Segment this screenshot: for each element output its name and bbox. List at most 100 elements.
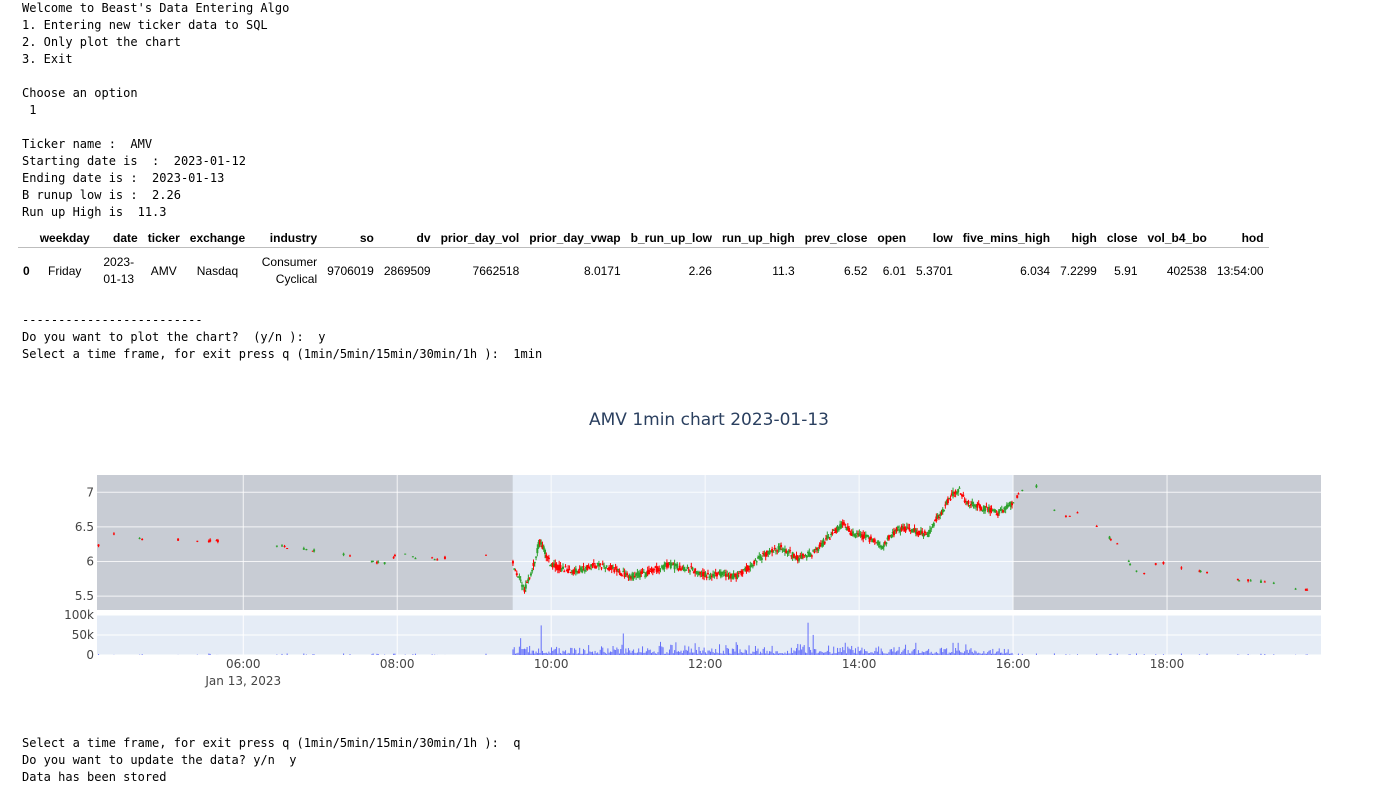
price-tick-label: 6: [86, 555, 94, 569]
candle-body: [556, 566, 559, 571]
candle-body: [617, 569, 620, 571]
candle-body: [959, 493, 962, 495]
candle-body: [736, 574, 739, 578]
candle-body: [987, 507, 990, 512]
candle-body: [583, 569, 586, 572]
candle-body: [851, 531, 854, 534]
candle-body: [816, 547, 819, 551]
candle-body: [836, 525, 839, 531]
candle-body: [977, 503, 980, 505]
candle-body: [313, 549, 316, 552]
candle-body: [522, 585, 525, 587]
table-cell: 2869509: [383, 263, 431, 278]
candle-body: [944, 504, 947, 506]
candlestick-chart[interactable]: AMV 1min chart 2023-01-13 06:00 08:00 10:0…: [0, 395, 1387, 695]
candle-body: [755, 561, 758, 563]
candle-body: [896, 526, 899, 529]
candle-body: [984, 506, 987, 512]
candle-body: [948, 497, 951, 499]
candle-body: [663, 564, 666, 569]
candle-body: [1007, 504, 1010, 507]
candle-body: [845, 527, 848, 531]
candle-body: [940, 512, 943, 515]
console-line: B runup low is : 2.26: [22, 188, 181, 202]
candle-body: [689, 570, 692, 572]
candle-body: [982, 505, 985, 511]
candle-body: [601, 563, 604, 565]
candle-body: [934, 519, 937, 521]
candle-body: [745, 567, 748, 572]
candle-body: [841, 522, 844, 525]
candle-body: [954, 490, 957, 494]
candle-body: [953, 491, 956, 494]
candle-body: [859, 533, 862, 537]
candle-body: [1068, 515, 1071, 517]
candle-body: [708, 576, 711, 578]
candle-body: [844, 524, 847, 526]
candle-body: [647, 569, 650, 575]
candle-body: [980, 507, 983, 511]
candle-body: [867, 536, 870, 538]
candle-body: [1154, 563, 1157, 565]
candle-body: [654, 566, 657, 568]
candle-body: [518, 576, 521, 578]
console-output-bottom: Select a time frame, for exit press q (1…: [22, 735, 521, 786]
candle-body: [765, 550, 768, 556]
table-cell: 6.01: [882, 263, 907, 278]
candle-body: [1009, 501, 1012, 507]
candle-body: [835, 528, 838, 533]
candle-body: [1198, 570, 1201, 572]
candle-body: [588, 568, 591, 570]
candle-body: [726, 574, 729, 576]
candle-body: [606, 567, 609, 570]
candle-body: [646, 570, 649, 575]
candle-body: [619, 573, 622, 576]
candle-body: [1005, 504, 1008, 509]
candle-body: [605, 565, 608, 567]
candle-body: [796, 556, 799, 561]
candle-body: [975, 506, 978, 508]
candle-body: [216, 539, 219, 543]
candle-body: [392, 557, 395, 559]
candle-body: [703, 571, 706, 577]
column-header: b_run_up_low: [625, 228, 717, 248]
candle-body: [792, 553, 795, 559]
candle-body: [937, 516, 940, 518]
candle-body: [1127, 560, 1130, 562]
candle-body: [789, 550, 792, 552]
candle-body: [848, 527, 851, 532]
candle-body: [955, 492, 958, 494]
candle-body: [895, 527, 898, 532]
candle-body: [904, 528, 907, 532]
candle-body: [532, 562, 535, 566]
column-header: ticker: [142, 228, 185, 248]
candle-body: [772, 551, 775, 553]
column-header: so: [322, 228, 379, 248]
candle-body: [581, 569, 584, 573]
candle-body: [762, 552, 765, 554]
candle-body: [880, 546, 883, 548]
candle-body: [939, 514, 942, 516]
candle-body: [799, 555, 802, 557]
candle-body: [968, 505, 971, 507]
candle-body: [621, 575, 624, 577]
candle-body: [767, 551, 770, 554]
candle-body: [526, 582, 529, 584]
table-cell: 5.3701: [916, 263, 953, 278]
candle-body: [809, 553, 812, 557]
table-row: 0 Friday 2023-01-13 AMV Nasdaq Consumer Cycli…: [18, 248, 1269, 295]
candle-body: [931, 524, 934, 526]
column-header: industry: [250, 228, 323, 248]
candle-body: [570, 570, 573, 572]
candle-body: [818, 544, 821, 548]
candle-body: [685, 569, 688, 571]
candle-body: [717, 572, 720, 574]
candle-body: [603, 565, 606, 567]
candle-body: [812, 550, 815, 552]
candle-body: [1003, 507, 1006, 510]
candle-body: [950, 493, 953, 496]
candle-body: [998, 509, 1001, 514]
console-line: Select a time frame, for exit press q (1…: [22, 736, 521, 750]
candle-body: [963, 500, 966, 502]
candle-body: [641, 571, 644, 574]
